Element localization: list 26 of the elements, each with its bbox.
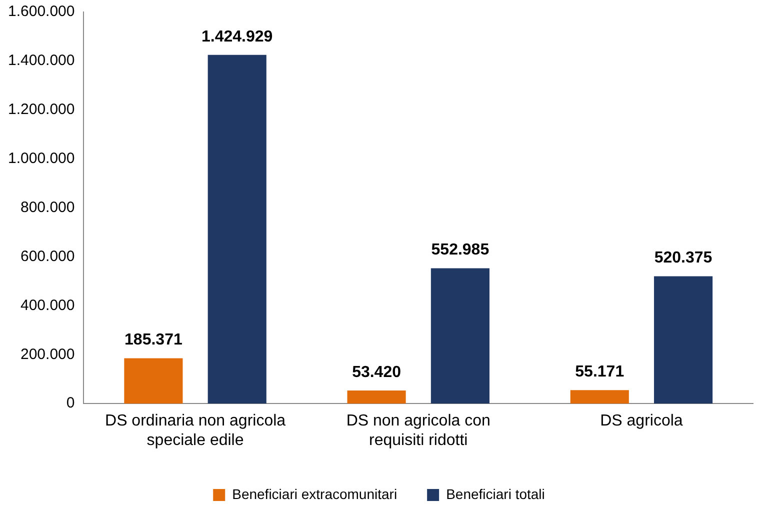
bar	[430, 268, 490, 404]
y-tick-label: 400.000	[20, 296, 75, 314]
data-label: 552.985	[431, 242, 490, 259]
data-label: 55.171	[575, 364, 624, 381]
bar	[347, 390, 406, 404]
x-tick-label: DS non agricola con requisiti ridotti	[346, 412, 490, 449]
data-label: 185.371	[124, 332, 182, 349]
y-tick-label: 200.000	[20, 346, 75, 363]
data-label: 1.424.929	[202, 28, 273, 46]
data-label: 520.375	[654, 250, 712, 267]
y-tick-label: 1.000.000	[8, 150, 75, 167]
y-tick-label: 1.200.000	[8, 101, 75, 118]
bar	[208, 54, 266, 404]
x-tick-label: DS agricola	[600, 412, 683, 430]
x-tick-label: DS ordinaria non agricola speciale edile	[105, 412, 286, 449]
y-tick-label: 1.600.000	[8, 3, 75, 20]
bar	[570, 390, 629, 404]
data-label: 53.420	[352, 364, 402, 381]
legend-label: Beneficiari extracomunitari	[232, 486, 398, 502]
y-tick-label: 1.400.000	[8, 52, 75, 70]
legend-label: Beneficiari totali	[446, 486, 545, 502]
y-tick-label: 800.000	[20, 198, 75, 216]
y-tick-label: 600.000	[20, 248, 75, 265]
bar	[654, 276, 713, 404]
bar	[124, 358, 183, 404]
y-tick-label: 0	[66, 394, 75, 412]
